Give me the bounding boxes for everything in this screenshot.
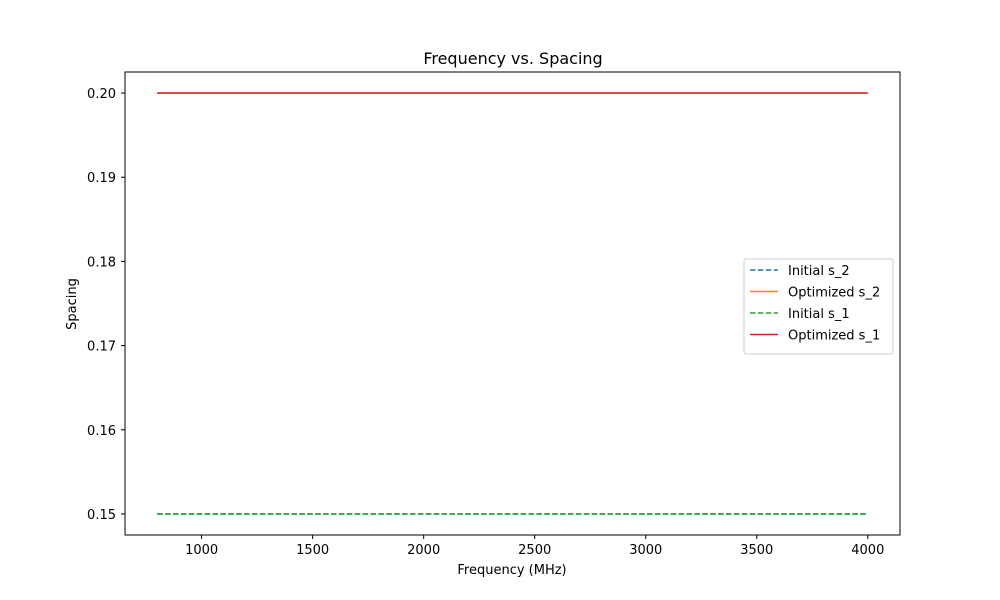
- chart-title: Frequency vs. Spacing: [423, 49, 602, 68]
- legend-label-2: Initial s_1: [788, 307, 850, 322]
- y-tick-label: 0.15: [87, 508, 116, 523]
- x-tick-label: 1500: [296, 543, 329, 558]
- x-tick-label: 4000: [851, 543, 884, 558]
- x-tick-label: 2000: [407, 543, 440, 558]
- legend: Initial s_2 Optimized s_2 Initial s_1 Optim…: [743, 258, 894, 355]
- y-tick-label: 0.18: [87, 255, 116, 270]
- plot-frame: [124, 71, 901, 536]
- legend-label-0: Initial s_2: [788, 264, 850, 279]
- x-tick-label: 1000: [185, 543, 218, 558]
- x-tick-label: 3000: [629, 543, 662, 558]
- x-tick-label: 3500: [740, 543, 773, 558]
- legend-box: [743, 258, 894, 355]
- legend-label-3: Optimized s_1: [788, 329, 880, 344]
- y-tick-label: 0.16: [87, 424, 116, 439]
- y-tick-label: 0.20: [87, 87, 116, 102]
- legend-label-1: Optimized s_2: [788, 286, 880, 301]
- x-tick-label: 2500: [518, 543, 551, 558]
- x-axis-ticks: 1000 1500 2000 2500 3000 3500 4000: [185, 535, 884, 558]
- y-tick-label: 0.19: [87, 171, 116, 186]
- x-axis-label: Frequency (MHz): [457, 563, 566, 578]
- plot-area: [124, 71, 901, 536]
- y-axis-label: Spacing: [65, 278, 80, 330]
- series-layer: [157, 92, 868, 515]
- y-axis-ticks: 0.15 0.16 0.17 0.18 0.19 0.20: [87, 87, 125, 523]
- y-tick-label: 0.17: [87, 340, 116, 355]
